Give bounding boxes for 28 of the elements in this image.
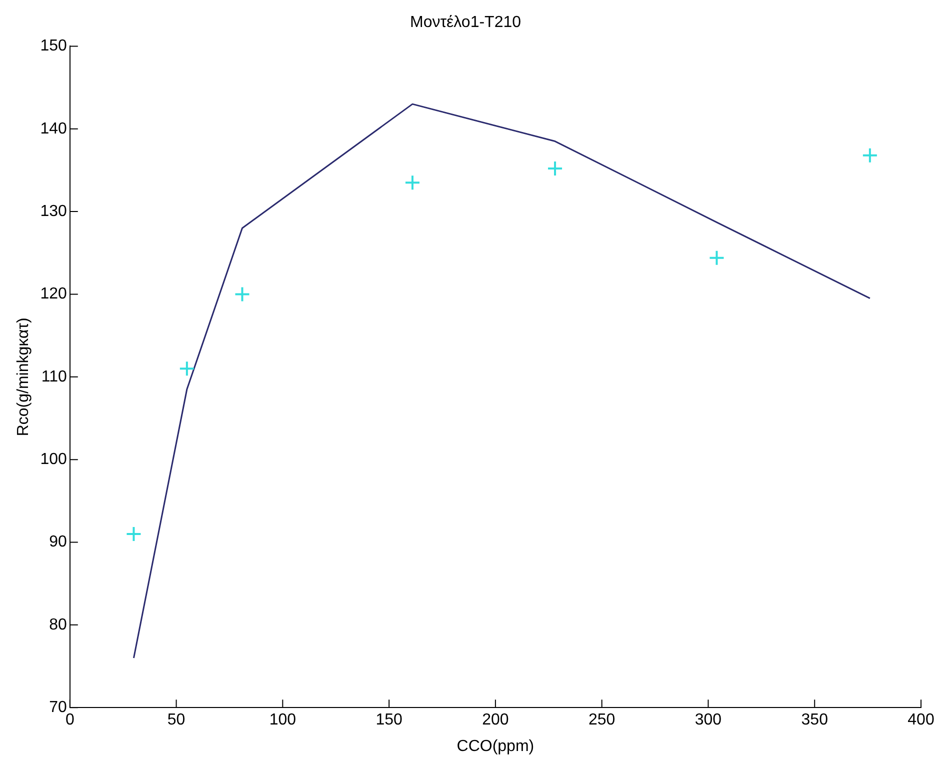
y-tick-label: 150 [40, 38, 67, 55]
y-tick-label: 80 [49, 616, 67, 634]
y-tick-label: 110 [41, 368, 67, 386]
point [178, 360, 195, 377]
x-tick-label: 200 [482, 712, 509, 729]
x-tick-label: 0 [65, 712, 74, 729]
y-tick-label: 100 [40, 450, 67, 468]
y-axis-title: Rco(g/minkgκατ) [15, 318, 32, 436]
x-tick-label: 250 [588, 712, 616, 729]
x-tick-label: 50 [167, 712, 186, 729]
x-axis-title: CCO(ppm) [456, 738, 534, 755]
chart-title: Μοντέλο1-T210 [410, 14, 522, 32]
point [126, 526, 142, 542]
x-tick-label: 350 [801, 712, 828, 729]
x-tick-label: 100 [269, 712, 296, 729]
y-tick-label: 140 [40, 120, 67, 138]
x-tick-label: 400 [908, 712, 934, 729]
point [547, 160, 564, 177]
point [862, 147, 878, 164]
point [234, 286, 250, 302]
point [404, 174, 420, 191]
point [708, 250, 725, 266]
x-tick-label: 150 [376, 712, 403, 729]
y-tick-label: 130 [40, 202, 67, 220]
y-tick-label: 70 [49, 699, 67, 716]
x-tick-label: 300 [694, 712, 722, 729]
y-tick-label: 120 [40, 286, 67, 303]
y-tick-label: 90 [49, 534, 67, 551]
